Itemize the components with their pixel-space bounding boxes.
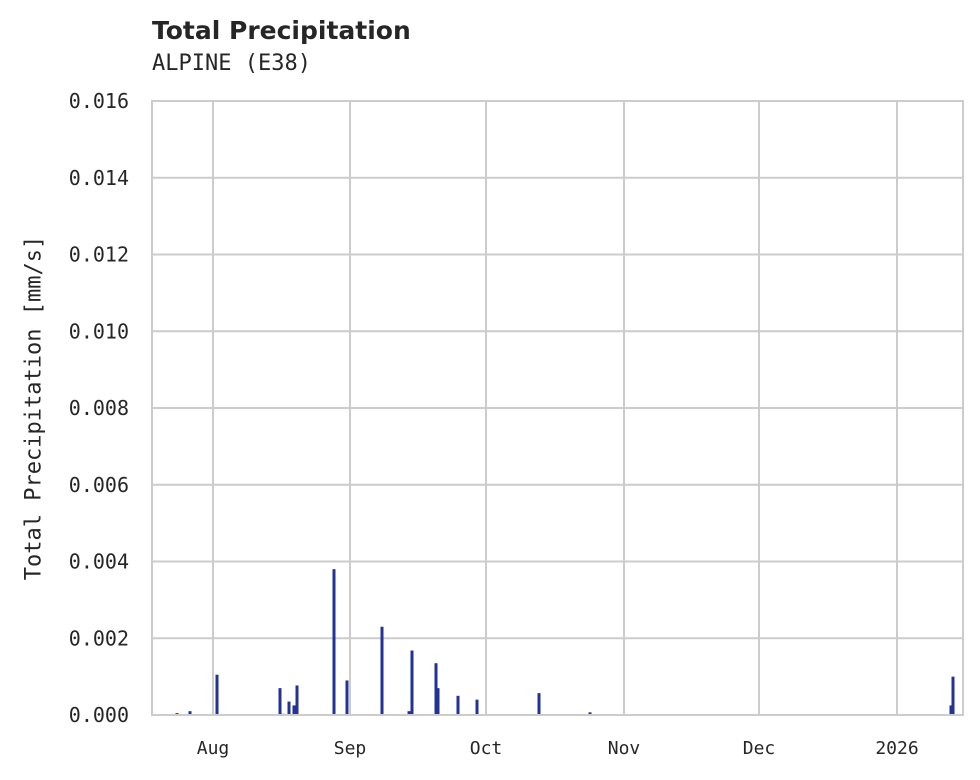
plot-frame [151, 100, 964, 716]
precip-bar [537, 693, 541, 715]
precip-bar [588, 712, 592, 715]
precip-bar [278, 688, 282, 715]
grid-lines [152, 100, 963, 716]
y-tick-label: 0.002 [69, 626, 129, 650]
precip-bar [407, 711, 411, 715]
y-tick-label: 0.010 [69, 319, 129, 343]
y-tick-label: 0.008 [69, 396, 129, 420]
precip-bar [410, 650, 414, 715]
precip-bar [295, 685, 299, 715]
precip-bar [951, 676, 955, 715]
precip-bar [380, 626, 384, 715]
y-tick-label: 0.006 [69, 473, 129, 497]
precip-bar [215, 674, 219, 715]
x-tick-label: Nov [608, 738, 641, 759]
precip-bar [287, 701, 291, 715]
x-tick-label: Dec [743, 738, 776, 759]
precip-bar [292, 705, 296, 715]
precip-bar [475, 699, 479, 715]
precip-bar [332, 569, 336, 715]
x-tick-label: Aug [197, 738, 230, 759]
precip-bar [456, 695, 460, 715]
y-tick-label: 0.012 [69, 243, 129, 267]
x-tick-label: 2026 [875, 738, 918, 759]
precip-bar [188, 711, 192, 715]
y-tick-label: 0.004 [69, 550, 129, 574]
precip-bar [436, 688, 440, 715]
x-axis-ticks: Aug Sep Oct Nov Dec 2026 [197, 738, 919, 759]
y-tick-label: 0.016 [69, 89, 129, 113]
x-tick-label: Sep [334, 738, 367, 759]
chart-title: Total Precipitation [152, 16, 411, 45]
bar-series [175, 569, 955, 716]
y-axis-ticks: 0.000 0.002 0.004 0.006 0.008 0.010 0.012 0.014… [69, 89, 129, 727]
y-tick-label: 0.000 [69, 703, 129, 727]
y-tick-label: 0.014 [69, 166, 129, 190]
precip-bar [434, 663, 438, 715]
precip-bar [949, 705, 953, 715]
precip-bar [345, 680, 349, 715]
x-tick-label: Oct [470, 738, 503, 759]
chart-subtitle: ALPINE (E38) [152, 51, 311, 76]
